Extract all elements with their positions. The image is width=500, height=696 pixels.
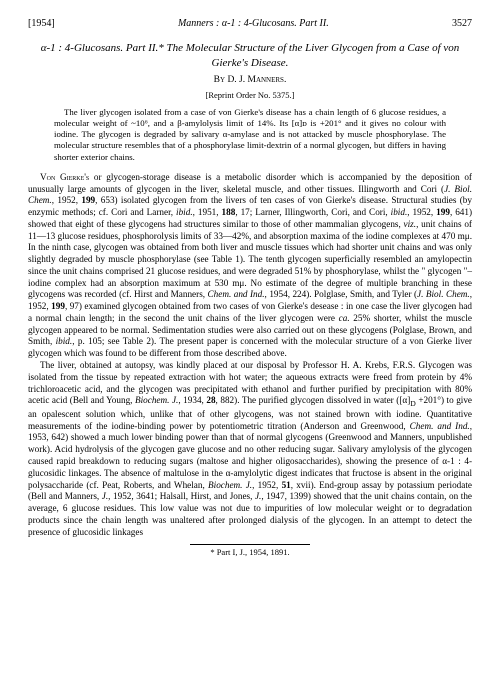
footnote-text: * Part I, J., 1954, 1891. [190, 544, 310, 558]
footnote-section: * Part I, J., 1954, 1891. [28, 544, 472, 558]
para2-text: The liver, obtained at autopsy, was kind… [28, 360, 472, 537]
header-page-number: 3527 [452, 18, 472, 31]
abstract: The liver glycogen isolated from a case … [54, 107, 446, 163]
dropcap-lead: Von Gierke's [40, 172, 89, 182]
header-running-title: Manners : α-1 : 4-Glucosans. Part II. [178, 18, 329, 31]
reprint-order: [Reprint Order No. 5375.] [28, 90, 472, 101]
body-paragraph-2: The liver, obtained at autopsy, was kind… [28, 360, 472, 538]
para1-text: or glycogen-storage disease is a metabol… [28, 172, 472, 358]
article-title: α-1 : 4-Glucosans. Part II.* The Molecul… [38, 41, 462, 71]
page-header: [1954] Manners : α-1 : 4-Glucosans. Part… [28, 18, 472, 31]
article-author: By D. J. Manners. [28, 74, 472, 86]
body-paragraph-1: Von Gierke's or glycogen-storage disease… [28, 172, 472, 360]
header-year: [1954] [28, 18, 55, 31]
